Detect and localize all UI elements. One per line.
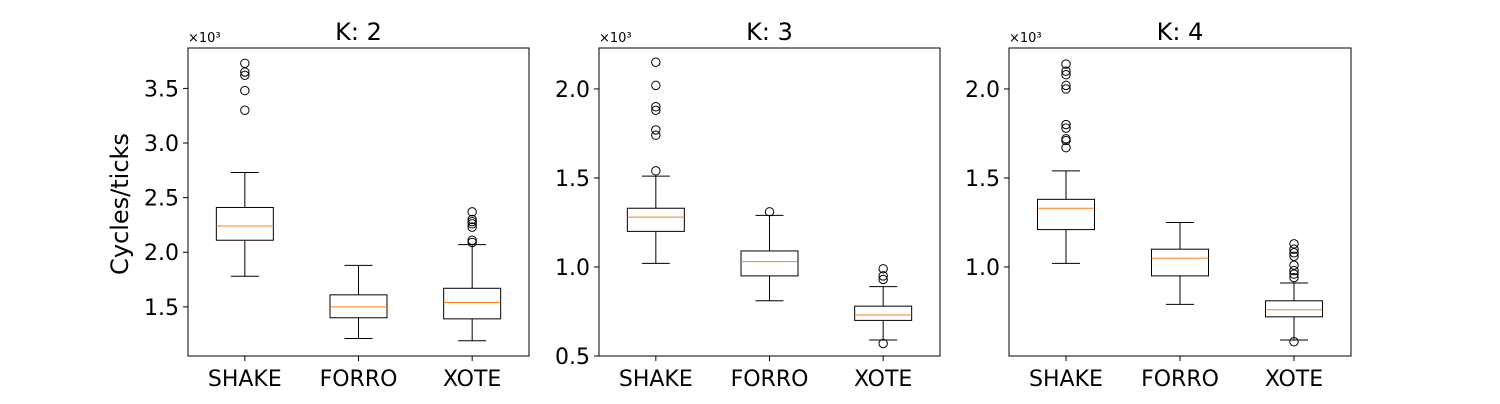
outlier-point	[240, 105, 250, 115]
x-tick-label: FORRO	[320, 367, 398, 392]
y-tick-label: 2.0	[555, 78, 590, 103]
outlier-point	[240, 70, 250, 81]
box-iqr	[1265, 300, 1323, 318]
y-tick-label: 2.0	[144, 241, 179, 266]
y-tick-label: 2.0	[965, 78, 1000, 103]
box-iqr	[1037, 198, 1095, 231]
y-tick-label: 3.0	[144, 132, 179, 157]
box-shake	[1037, 59, 1095, 264]
panel-3: K: 4 ×10³ 1.0 1.5 2.0 SHAKE FORRO XOTE	[965, 18, 1352, 392]
outlier-point	[467, 222, 477, 232]
outlier-point	[1289, 269, 1299, 279]
box-iqr	[854, 305, 913, 321]
outlier-point	[1061, 142, 1071, 153]
axis-scale-label: ×10³	[599, 31, 632, 46]
y-tick-label: 1.0	[555, 256, 590, 281]
box-xote	[443, 207, 502, 342]
outlier-point	[467, 214, 477, 225]
outlier-point	[1289, 248, 1299, 258]
outlier-point	[467, 219, 477, 229]
outlier-point	[467, 216, 477, 227]
box-shake	[626, 57, 685, 264]
outlier-point	[1061, 119, 1071, 130]
outlier-point	[651, 102, 661, 112]
box-forro	[329, 264, 388, 340]
outlier-point	[878, 338, 888, 349]
box-iqr	[740, 250, 799, 277]
plot-frame	[187, 47, 530, 357]
box-iqr	[215, 206, 274, 241]
y-tick-label: 2.5	[144, 187, 179, 212]
box-forro	[740, 207, 799, 302]
x-tick-label: FORRO	[731, 367, 809, 392]
outlier-point	[467, 237, 477, 248]
outlier-point	[651, 80, 661, 91]
panel-2: K: 3 ×10³ 0.5 1.0 1.5 2.0 SHAKE FORRO XOTE	[555, 18, 941, 392]
y-tick-label: 3.5	[144, 77, 179, 102]
outlier-point	[1289, 260, 1299, 270]
outlier-point	[764, 207, 775, 217]
x-tick-label: SHAKE	[1029, 367, 1103, 392]
box-xote	[1265, 239, 1323, 347]
box-forro	[1151, 221, 1209, 305]
outlier-point	[467, 207, 477, 217]
chart-title: K: 4	[1157, 18, 1204, 46]
outlier-point	[240, 85, 250, 96]
outlier-point	[1289, 272, 1299, 283]
x-tick-label: SHAKE	[208, 367, 282, 392]
outlier-point	[878, 271, 888, 281]
x-tick-label: XOTE	[854, 367, 912, 392]
chart-title: K: 2	[335, 18, 382, 46]
box-iqr	[626, 207, 685, 232]
outlier-point	[240, 58, 250, 68]
outlier-point	[1061, 70, 1071, 80]
outlier-point	[1289, 251, 1299, 262]
outlier-point	[878, 264, 888, 274]
outlier-point	[1061, 134, 1071, 144]
box-shake	[215, 58, 274, 277]
outlier-point	[1289, 239, 1299, 249]
axis-scale-label: ×10³	[1009, 31, 1042, 46]
outlier-point	[651, 125, 661, 135]
outlier-point	[651, 166, 661, 176]
box-xote	[854, 264, 913, 349]
outlier-point	[1289, 265, 1299, 276]
box-iqr	[329, 294, 388, 319]
outlier-point	[1061, 84, 1071, 94]
outlier-point	[878, 274, 888, 285]
x-tick-label: XOTE	[1265, 367, 1323, 392]
box-iqr	[443, 287, 502, 320]
y-axis-label: Cycles/ticks	[106, 133, 134, 275]
x-tick-label: SHAKE	[619, 367, 693, 392]
outlier-point	[1061, 59, 1071, 69]
x-tick-label: XOTE	[443, 367, 501, 392]
panel-1: K: 2 ×10³ 1.5 2.0 2.5 3.0 3.5 SHAKE FORRO XOTE	[144, 18, 530, 392]
y-tick-label: 0.5	[555, 345, 590, 370]
outlier-point	[1289, 337, 1299, 347]
y-tick-label: 1.5	[144, 296, 179, 321]
y-tick-label: 1.5	[555, 167, 590, 192]
axis-scale-label: ×10³	[188, 31, 221, 46]
x-tick-label: FORRO	[1141, 367, 1219, 392]
y-tick-label: 1.5	[965, 167, 1000, 192]
box-iqr	[1151, 248, 1209, 277]
outlier-point	[1061, 123, 1071, 133]
outlier-point	[1061, 66, 1071, 76]
outlier-point	[651, 105, 661, 116]
y-tick-label: 1.0	[965, 256, 1000, 281]
outlier-point	[651, 130, 661, 140]
outlier-point	[467, 235, 477, 245]
outlier-point	[651, 57, 661, 67]
chart-title: K: 3	[746, 18, 793, 46]
outlier-point	[1289, 244, 1299, 254]
plot-frame	[598, 47, 941, 357]
outlier-point	[1061, 80, 1071, 91]
